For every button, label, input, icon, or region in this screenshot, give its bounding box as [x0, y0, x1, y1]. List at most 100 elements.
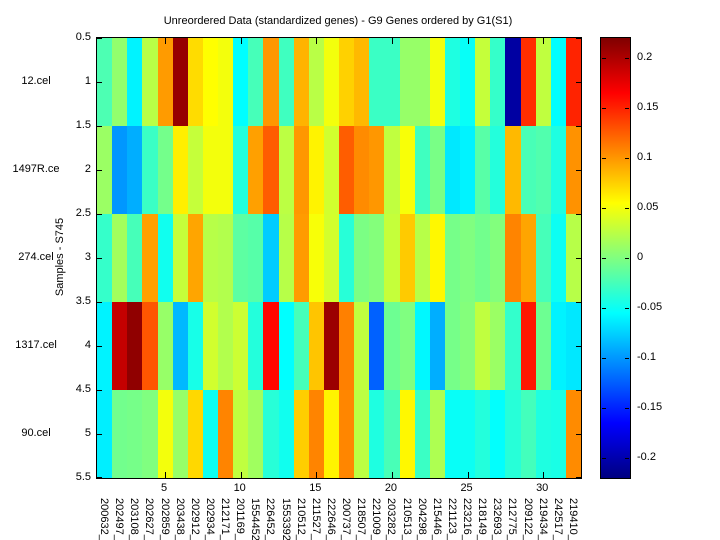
- colorbar-tick-mark: [602, 108, 606, 109]
- heatmap-cell: [157, 126, 173, 214]
- heatmap-cell: [399, 38, 415, 126]
- heatmap-cell: [520, 390, 536, 478]
- gene-label: 232693_: [491, 498, 504, 540]
- heatmap-cell: [127, 38, 143, 126]
- x-tick-label: 10: [233, 482, 246, 494]
- heatmap-cell: [308, 126, 324, 214]
- colorbar: [600, 37, 631, 479]
- y-tick-label: 2: [84, 163, 91, 175]
- heatmap-cell: [550, 302, 566, 390]
- heatmap-cell: [323, 214, 339, 302]
- gene-label: 212775_: [506, 498, 519, 540]
- heatmap-cell: [157, 302, 173, 390]
- heatmap-cell: [369, 126, 385, 214]
- heatmap-cell: [187, 38, 203, 126]
- heatmap-cell: [490, 126, 506, 214]
- heatmap-cell: [520, 126, 536, 214]
- heatmap-cell: [429, 214, 445, 302]
- heatmap-cell: [172, 126, 188, 214]
- heatmap-cell: [354, 126, 370, 214]
- heatmap-cell: [505, 302, 521, 390]
- heatmap-cell: [520, 38, 536, 126]
- heatmap-cell: [369, 214, 385, 302]
- axis-tick-mark: [165, 472, 166, 478]
- heatmap-cell: [218, 38, 234, 126]
- heatmap-cell: [127, 214, 143, 302]
- heatmap-cell: [339, 38, 355, 126]
- gene-label: 221009_: [370, 498, 383, 540]
- heatmap-cell: [97, 302, 113, 390]
- heatmap-cell: [520, 302, 536, 390]
- heatmap-cell: [293, 214, 309, 302]
- axis-tick-mark: [576, 126, 581, 127]
- heatmap-cell: [490, 38, 506, 126]
- heatmap-cell: [127, 390, 143, 478]
- heatmap-cell: [97, 38, 113, 126]
- heatmap-cell: [460, 126, 476, 214]
- heatmap-cell: [475, 302, 491, 390]
- heatmap-cell: [172, 390, 188, 478]
- heatmap-cell: [112, 38, 128, 126]
- gene-label: 222646_: [324, 498, 337, 540]
- heatmap-cell: [323, 126, 339, 214]
- axis-tick-mark: [543, 38, 544, 44]
- heatmap-cell: [263, 390, 279, 478]
- heatmap-cell: [475, 214, 491, 302]
- heatmap-cell: [429, 390, 445, 478]
- heatmap-cell: [429, 126, 445, 214]
- heatmap-cell: [520, 214, 536, 302]
- gene-label: 219434_: [536, 498, 549, 540]
- heatmap-cell: [187, 126, 203, 214]
- colorbar-tick-mark: [602, 58, 606, 59]
- axis-tick-mark: [97, 390, 102, 391]
- heatmap-cell: [172, 214, 188, 302]
- gene-label: 210512_: [294, 498, 307, 540]
- heatmap-cell: [112, 214, 128, 302]
- sample-label: 12.cel: [21, 75, 51, 87]
- gene-label: 201169_: [234, 498, 247, 540]
- axis-tick-mark: [241, 472, 242, 478]
- heatmap-cell: [535, 38, 551, 126]
- axis-tick-mark: [392, 472, 393, 478]
- heatmap-cell: [293, 38, 309, 126]
- axis-tick-mark: [543, 472, 544, 478]
- gene-label: 211527_: [309, 498, 322, 540]
- heatmap-cell: [505, 214, 521, 302]
- x-tick-label: 30: [536, 482, 549, 494]
- heatmap-cell: [218, 126, 234, 214]
- heatmap-cell: [218, 302, 234, 390]
- y-axis-label: Samples - S745: [54, 217, 66, 297]
- heatmap-cell: [565, 302, 581, 390]
- heatmap-cell: [505, 390, 521, 478]
- axis-tick-mark: [576, 214, 581, 215]
- gene-label: 218507_: [355, 498, 368, 540]
- axis-tick-mark: [97, 258, 102, 259]
- heatmap-cell: [369, 390, 385, 478]
- colorbar-tick-label: 0.15: [637, 101, 659, 113]
- heatmap-cell: [157, 38, 173, 126]
- heatmap-cell: [218, 390, 234, 478]
- colorbar-tick-mark: [602, 208, 606, 209]
- heatmap-cell: [399, 302, 415, 390]
- heatmap-cell: [565, 126, 581, 214]
- heatmap-cell: [460, 390, 476, 478]
- sample-label: 1317.cel: [15, 339, 57, 351]
- heatmap-cell: [414, 390, 430, 478]
- gene-label: 219410_: [566, 498, 579, 540]
- heatmap-cell: [142, 214, 158, 302]
- heatmap-cell: [202, 38, 218, 126]
- colorbar-tick-mark: [625, 308, 629, 309]
- heatmap-cell: [369, 38, 385, 126]
- heatmap-cell: [112, 302, 128, 390]
- heatmap-cell: [278, 390, 294, 478]
- axis-tick-mark: [576, 346, 581, 347]
- heatmap-cell: [414, 214, 430, 302]
- gene-label: 203438_: [173, 498, 186, 540]
- colorbar-tick-mark: [602, 258, 606, 259]
- gene-label: 221123_: [445, 498, 458, 540]
- colorbar-tick-label: 0.2: [637, 51, 653, 63]
- heatmap-cell: [505, 38, 521, 126]
- y-tick-label: 2.5: [75, 207, 91, 219]
- heatmap-cell: [233, 126, 249, 214]
- heatmap-cell: [369, 302, 385, 390]
